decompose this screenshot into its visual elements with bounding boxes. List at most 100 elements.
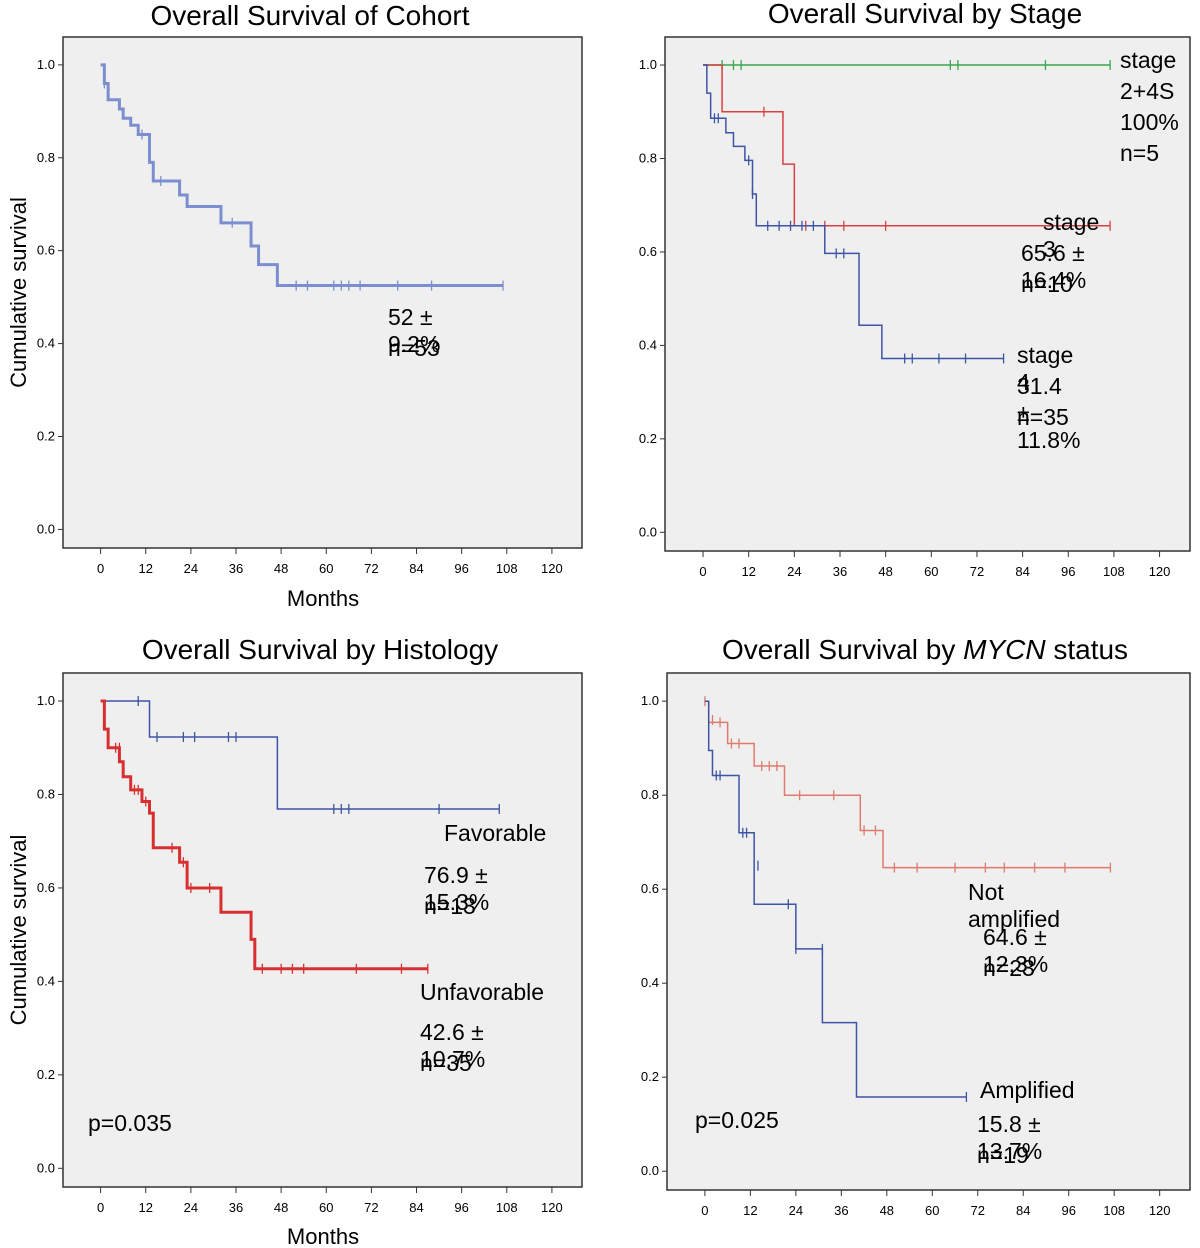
- x-tick-label: 96: [1061, 564, 1075, 579]
- x-tick-label: 0: [701, 1203, 708, 1218]
- y-axis-label: Cumulative survival: [6, 197, 31, 388]
- x-tick-label: 96: [454, 1200, 468, 1215]
- y-tick-label: 0.0: [639, 524, 657, 539]
- chart-title-prefix: Overall Survival by: [721, 634, 964, 665]
- annotation-favorable-n: n=13: [424, 893, 476, 919]
- y-tick-label: 1.0: [37, 693, 55, 708]
- annotation-not-amplified-n: n=23: [983, 955, 1035, 981]
- x-tick-label: 72: [364, 561, 378, 576]
- annotation-not-amplified-estimate: 64.6 ± 12.3%: [983, 924, 1049, 977]
- x-tick-label: 24: [789, 1203, 803, 1218]
- y-tick-label: 0.6: [37, 243, 55, 258]
- x-tick-label: 120: [1149, 1203, 1171, 1218]
- annotation-amplified-estimate: 15.8 ± 13.7%: [977, 1111, 1043, 1164]
- chart-title: Overall Survival by Stage: [767, 0, 1083, 29]
- annotation-unfavorable-estimate: 42.6 ± 10.7%: [420, 1019, 486, 1072]
- annotation-stage24s-label: 2+4S: [1120, 78, 1175, 104]
- chart-title-suffix: status: [1045, 634, 1129, 665]
- y-tick-label: 0.4: [37, 973, 55, 988]
- x-tick-label: 108: [496, 561, 518, 576]
- y-tick-label: 0.4: [639, 337, 657, 352]
- x-tick-label: 84: [409, 1200, 423, 1215]
- x-tick-label: 120: [541, 561, 563, 576]
- x-tick-label: 60: [924, 564, 938, 579]
- annotation-favorable-estimate: 76.9 ± 15.3%: [424, 862, 490, 915]
- x-tick-label: 36: [229, 561, 243, 576]
- annotation-unfavorable-n: n=35: [420, 1050, 472, 1076]
- annotation-stage24s-estimate: 100%: [1120, 109, 1179, 135]
- x-tick-label: 48: [274, 561, 288, 576]
- x-tick-label: 12: [139, 1200, 153, 1215]
- annotation-pvalue: p=0.025: [695, 1107, 779, 1133]
- survival-curve: [704, 700, 967, 1098]
- x-tick-label: 48: [274, 1200, 288, 1215]
- x-tick-label: 108: [496, 1200, 518, 1215]
- x-tick-label: 12: [743, 1203, 757, 1218]
- x-tick-label: 120: [541, 1200, 563, 1215]
- x-tick-label: 120: [1149, 564, 1171, 579]
- x-tick-label: 96: [454, 561, 468, 576]
- y-tick-label: 0.4: [37, 336, 55, 351]
- plot-area: [664, 36, 1191, 552]
- annotation-stage3: stage 3: [1043, 209, 1100, 262]
- y-tick-label: 0.8: [641, 787, 659, 802]
- x-tick-label: 84: [409, 561, 423, 576]
- survival-curve: [100, 63, 504, 288]
- x-tick-label: 36: [833, 564, 847, 579]
- x-axis-label: Months: [287, 586, 359, 611]
- survival-curve: [100, 699, 428, 971]
- x-tick-label: 24: [184, 1200, 198, 1215]
- x-tick-label: 60: [925, 1203, 939, 1218]
- survival-curve: [703, 64, 1111, 227]
- chart-title-gene: MYCN: [963, 634, 1046, 665]
- x-tick-label: 84: [1016, 1203, 1030, 1218]
- annotation-pvalue: p=0.035: [88, 1110, 172, 1136]
- y-tick-label: 0.0: [37, 1160, 55, 1175]
- chart-title: Overall Survival by Histology: [141, 634, 499, 665]
- y-axis-label: Cumulative survival: [6, 835, 31, 1026]
- annotation-favorable: Favorable: [444, 820, 547, 846]
- x-tick-label: 72: [364, 1200, 378, 1215]
- annotation-estimate: 52 ± 9.2%: [388, 304, 441, 357]
- y-tick-label: 0.2: [641, 1069, 659, 1084]
- annotation-unfavorable: Unfavorable: [420, 979, 545, 1005]
- x-tick-label: 72: [971, 1203, 985, 1218]
- annotation-stage3-n: n=10: [1021, 271, 1073, 297]
- y-tick-label: 0.2: [37, 429, 55, 444]
- x-tick-label: 0: [699, 564, 706, 579]
- x-axis-label: Months: [287, 1224, 359, 1248]
- annotation-amplified: Amplified: [980, 1077, 1075, 1103]
- annotation-n: n=53: [388, 335, 440, 361]
- x-tick-label: 0: [97, 561, 104, 576]
- x-tick-label: 48: [880, 1203, 894, 1218]
- x-tick-label: 108: [1103, 1203, 1125, 1218]
- x-tick-label: 48: [878, 564, 892, 579]
- plot-area: [62, 672, 583, 1188]
- x-tick-label: 84: [1015, 564, 1029, 579]
- annotation-stage24s: stage: [1120, 47, 1177, 73]
- x-tick-label: 108: [1103, 564, 1125, 579]
- annotation-stage3-estimate: 65.6 ± 16.4%: [1021, 240, 1087, 293]
- y-tick-label: 0.0: [641, 1163, 659, 1178]
- x-tick-label: 96: [1061, 1203, 1075, 1218]
- y-tick-label: 0.8: [639, 150, 657, 165]
- annotation-stage4: stage 4: [1017, 342, 1074, 395]
- x-tick-label: 60: [319, 1200, 333, 1215]
- y-tick-label: 0.4: [641, 975, 659, 990]
- y-tick-label: 0.6: [641, 881, 659, 896]
- y-tick-label: 1.0: [37, 57, 55, 72]
- x-tick-label: 36: [229, 1200, 243, 1215]
- plot-area: [62, 36, 583, 549]
- y-tick-label: 0.6: [37, 880, 55, 895]
- y-tick-label: 0.2: [639, 431, 657, 446]
- survival-curve: [100, 700, 500, 810]
- y-tick-label: 1.0: [641, 693, 659, 708]
- x-tick-label: 36: [834, 1203, 848, 1218]
- y-tick-label: 1.0: [639, 57, 657, 72]
- x-tick-label: 12: [741, 564, 755, 579]
- x-tick-label: 60: [319, 561, 333, 576]
- annotation-not-amplified: Not amplified: [968, 879, 1061, 932]
- y-tick-label: 0.8: [37, 150, 55, 165]
